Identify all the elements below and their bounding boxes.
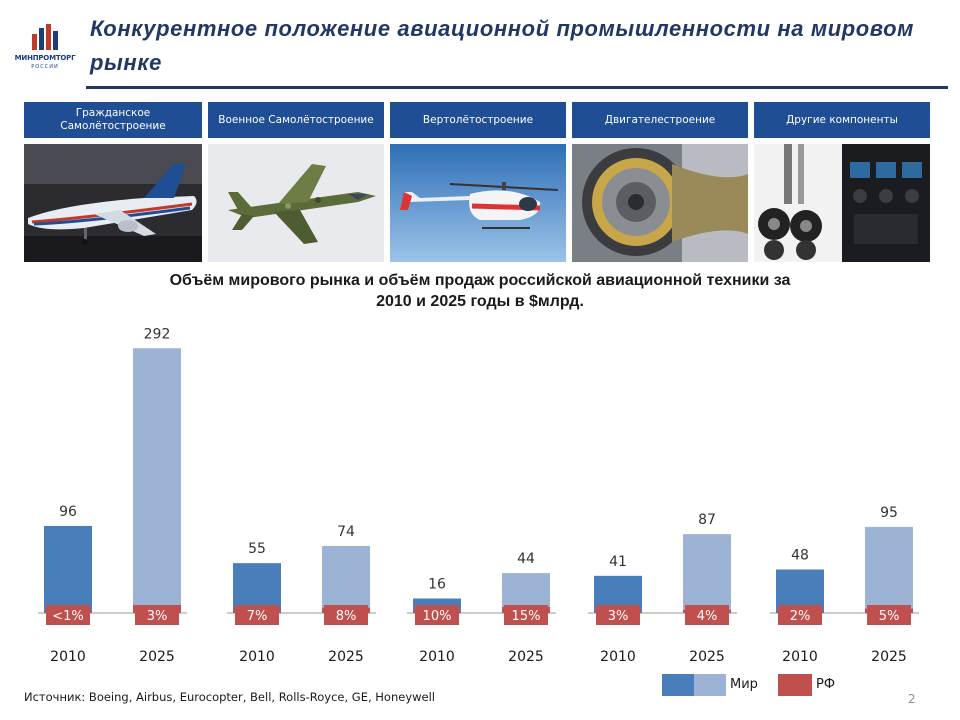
world-value-label-2010-group-1: 55 — [248, 541, 266, 557]
segment-tab-civil-aircraft: Гражданское Самолётостроение — [24, 102, 202, 138]
jet-engine-photo — [572, 144, 748, 262]
legend-swatch-russia — [778, 674, 812, 696]
logo-name: МИНПРОМТОРГ — [14, 54, 76, 62]
page-number: 2 — [908, 692, 916, 706]
year-tick-label-2025-group-2: 2025 — [508, 649, 544, 665]
world-bar-2010-group-0 — [44, 525, 92, 613]
world-value-label-2010-group-0: 96 — [59, 504, 77, 520]
russia-share-pill-2025-group-4 — [867, 605, 911, 625]
world-value-label-2025-group-3: 87 — [698, 512, 716, 528]
year-tick-label-2025-group-0: 2025 — [139, 649, 175, 665]
russia-share-pill-2025-group-3 — [685, 605, 729, 625]
segment-tab-engines: Двигателестроение — [572, 102, 748, 138]
year-tick-label-2010-group-2: 2010 — [419, 649, 455, 665]
segment-tab-other-components: Другие компоненты — [754, 102, 930, 138]
russia-share-label-2010-group-4: 2% — [790, 609, 811, 624]
segment-tab-helicopters: Вертолётостроение — [390, 102, 566, 138]
russia-share-pill-2010-group-1 — [235, 605, 279, 625]
minpromtorg-logo: МИНПРОМТОРГ РОССИИ — [8, 22, 82, 76]
legend-label-russia: РФ — [816, 677, 836, 692]
world-bar-2025-group-0 — [133, 348, 181, 613]
chart-legend: Мир РФ — [662, 674, 852, 696]
world-bar-2025-group-4 — [865, 526, 913, 613]
russia-share-label-2025-group-4: 5% — [879, 609, 900, 624]
world-bar-2025-group-3 — [683, 534, 731, 613]
russia-share-pill-2010-group-3 — [596, 605, 640, 625]
landing-gear-and-cockpit-photo — [754, 144, 930, 262]
russia-share-pill-2010-group-4 — [778, 605, 822, 625]
russia-share-label-2025-group-1: 8% — [336, 609, 357, 624]
russia-share-label-2025-group-3: 4% — [697, 609, 718, 624]
world-value-label-2025-group-0: 292 — [144, 326, 171, 342]
russia-share-pill-2025-group-0 — [135, 605, 179, 625]
year-tick-label-2025-group-1: 2025 — [328, 649, 364, 665]
world-bar-2025-group-1 — [322, 545, 370, 613]
year-tick-label-2010-group-1: 2010 — [239, 649, 275, 665]
year-tick-label-2010-group-4: 2010 — [782, 649, 818, 665]
russia-share-label-2010-group-2: 10% — [423, 609, 452, 624]
russia-share-label-2010-group-3: 3% — [608, 609, 629, 624]
world-value-label-2025-group-1: 74 — [337, 524, 355, 540]
world-value-label-2025-group-4: 95 — [880, 505, 898, 521]
year-tick-label-2010-group-0: 2010 — [50, 649, 86, 665]
russia-share-label-2025-group-2: 15% — [512, 609, 541, 624]
russia-share-pill-2010-group-0 — [46, 605, 90, 625]
passenger-jet-photo — [24, 144, 202, 262]
year-tick-label-2010-group-3: 2010 — [600, 649, 636, 665]
world-bar-2010-group-1 — [233, 563, 281, 613]
russia-share-pill-2025-group-1 — [324, 605, 368, 625]
logo-subtext: РОССИИ — [31, 64, 59, 70]
slide-title: Конкурентное положение авиационной промы… — [90, 16, 915, 75]
russia-share-pill-2010-group-2 — [415, 605, 459, 625]
helicopter-photo — [390, 144, 566, 262]
russia-share-pill-2025-group-2 — [504, 605, 548, 625]
russia-share-label-2010-group-1: 7% — [247, 609, 268, 624]
world-value-label-2025-group-2: 44 — [517, 551, 535, 567]
world-value-label-2010-group-3: 41 — [609, 554, 627, 570]
legend-label-world: Мир — [730, 677, 758, 692]
legend-swatch-world-2010 — [662, 674, 694, 696]
russia-share-label-2010-group-0: <1% — [52, 609, 84, 624]
year-tick-label-2025-group-4: 2025 — [871, 649, 907, 665]
russia-share-label-2025-group-0: 3% — [147, 609, 168, 624]
year-tick-label-2025-group-3: 2025 — [689, 649, 725, 665]
segment-tab-military-aircraft: Военное Самолётостроение — [208, 102, 384, 138]
fighter-jet-photo — [208, 144, 384, 262]
world-value-label-2010-group-2: 16 — [428, 576, 446, 592]
chart-title: Объём мирового рынка и объём продаж росс… — [169, 272, 791, 310]
world-value-label-2010-group-4: 48 — [791, 547, 809, 563]
source-note: Источник: Boeing, Airbus, Eurocopter, Be… — [24, 690, 435, 704]
minpromtorg-emblem-icon — [32, 24, 58, 50]
legend-swatch-world-2025 — [694, 674, 726, 696]
title-underline — [86, 86, 948, 89]
